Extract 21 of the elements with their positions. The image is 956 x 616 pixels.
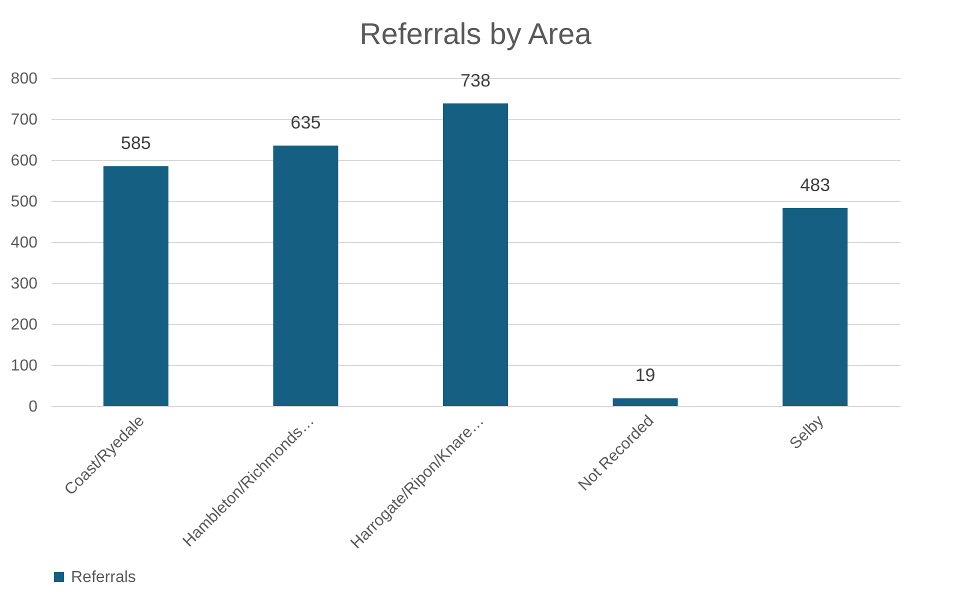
bar xyxy=(443,103,508,406)
y-tick-label: 500 xyxy=(10,194,38,210)
chart-title: Referrals by Area xyxy=(360,18,592,51)
data-label: 738 xyxy=(460,70,491,90)
bar xyxy=(103,166,168,406)
data-label: 19 xyxy=(635,365,656,386)
y-tick-label: 300 xyxy=(10,276,38,292)
y-tick-label: 0 xyxy=(28,398,38,416)
y-tick-label: 700 xyxy=(10,112,38,128)
data-label: 635 xyxy=(290,112,321,133)
bar xyxy=(273,146,338,406)
bar xyxy=(612,398,678,406)
y-tick-label: 800 xyxy=(10,70,38,88)
data-label: 585 xyxy=(120,133,151,154)
data-label: 483 xyxy=(800,174,830,195)
bar xyxy=(782,208,848,406)
y-tick-label: 200 xyxy=(10,316,38,334)
y-tick-label: 600 xyxy=(10,152,38,170)
y-tick-label: 100 xyxy=(10,358,38,374)
y-tick-label: 400 xyxy=(10,234,38,252)
legend-label: Referrals xyxy=(71,569,136,586)
